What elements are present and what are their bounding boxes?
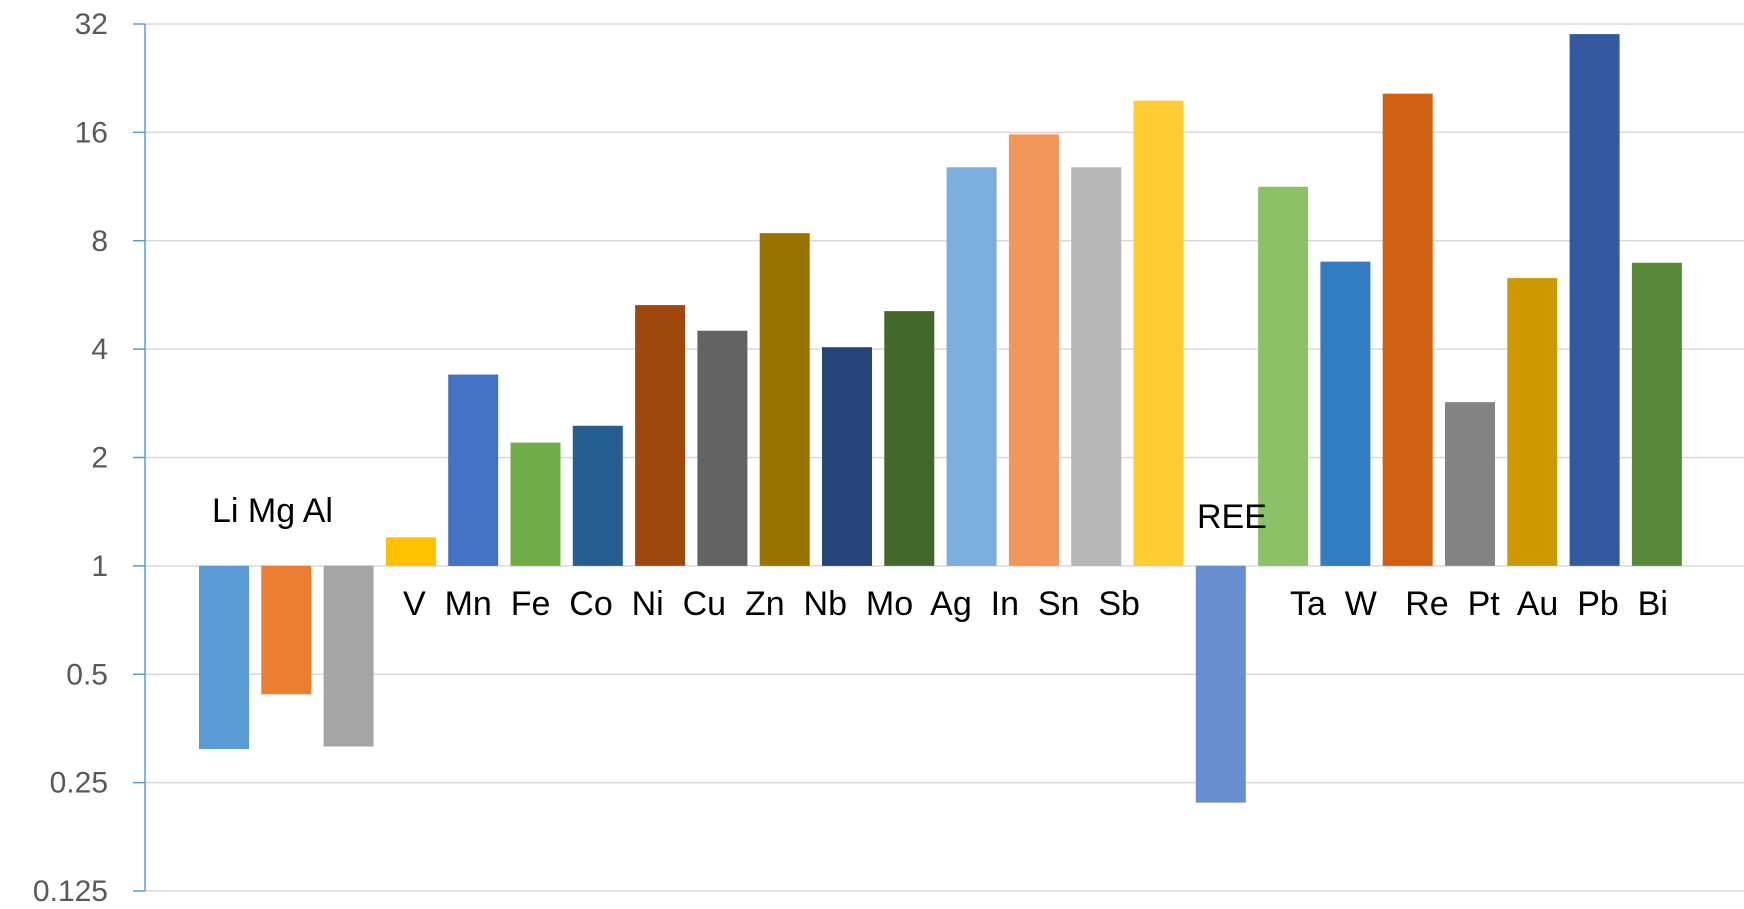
bar-mo bbox=[884, 311, 935, 566]
bar-ta bbox=[1258, 186, 1309, 566]
bar-re bbox=[1382, 93, 1433, 566]
bar-au bbox=[1507, 278, 1558, 566]
bar-cu bbox=[697, 330, 748, 566]
bar-ree bbox=[1195, 565, 1246, 803]
bar-bi bbox=[1631, 262, 1682, 566]
y-tick-label: 4 bbox=[91, 333, 108, 366]
bar-mg bbox=[261, 565, 312, 695]
y-tick-label: 16 bbox=[75, 116, 108, 149]
y-tick-label: 0.5 bbox=[66, 658, 108, 691]
bar-al bbox=[323, 565, 374, 747]
bar-co bbox=[572, 425, 623, 566]
category-label-group-3: REE bbox=[1197, 498, 1267, 536]
bar-pt bbox=[1445, 402, 1495, 566]
gridlines bbox=[145, 23, 1744, 892]
bar-pb bbox=[1569, 34, 1620, 566]
y-tick-label: 32 bbox=[75, 8, 108, 41]
category-labels: Li Mg Al V Mn Fe Co Ni Cu Zn Nb Mo Ag In… bbox=[212, 492, 1668, 623]
category-label-group-4: Ta W Re Pt Au Pb Bi bbox=[1290, 585, 1668, 623]
y-tick-label: 2 bbox=[91, 442, 108, 475]
bar-sb bbox=[1133, 100, 1184, 566]
bar-ni bbox=[635, 305, 686, 566]
bar-fe bbox=[510, 442, 561, 566]
bar-in bbox=[1008, 134, 1059, 566]
y-tick-label: 0.125 bbox=[33, 875, 108, 908]
bar-w bbox=[1320, 261, 1371, 566]
category-label-group-2: V Mn Fe Co Ni Cu Zn Nb Mo Ag In Sn Sb bbox=[403, 585, 1140, 623]
bar-ag bbox=[946, 167, 997, 566]
bar-mn bbox=[448, 374, 499, 566]
bar-nb bbox=[822, 347, 872, 566]
bar-sn bbox=[1071, 167, 1122, 566]
bars bbox=[199, 34, 1682, 803]
y-tick-label: 8 bbox=[91, 225, 108, 258]
category-label-group-1: Li Mg Al bbox=[212, 492, 333, 530]
y-tick-label: 1 bbox=[91, 550, 108, 583]
y-tick-label: 0.25 bbox=[50, 767, 108, 800]
bar-li bbox=[199, 565, 249, 749]
bar-zn bbox=[759, 233, 810, 566]
bar-v bbox=[385, 537, 436, 566]
y-axis: 0.125 0.25 0.5 1 2 4 8 16 32 bbox=[33, 8, 146, 908]
